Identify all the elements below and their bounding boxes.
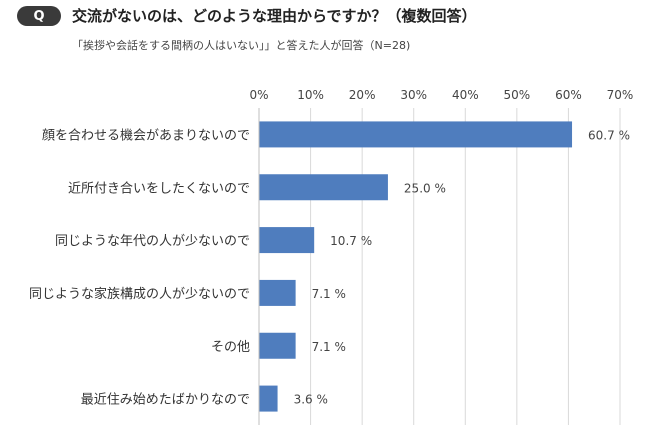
category-label: 同じような家族構成の人が少ないので: [29, 286, 250, 302]
category-label: 同じような年代の人が少ないので: [55, 234, 250, 249]
bar: [259, 227, 315, 254]
x-tick-label: 60%: [555, 88, 582, 102]
survey-subtitle: 「挨拶や会話をする間柄の人はいない」」と答えた人が回答（N=28): [72, 39, 411, 52]
x-tick-label: 0%: [249, 88, 268, 102]
x-tick-label: 40%: [452, 88, 479, 102]
question-title: 交流がないのは、どのような理由からですか？（複数回答）: [72, 7, 477, 25]
bar: [259, 279, 296, 306]
x-tick-label: 30%: [400, 88, 427, 102]
x-tick-label: 20%: [349, 88, 376, 102]
bar: [259, 385, 278, 412]
bar-value-label: 60.7 %: [588, 128, 630, 142]
x-tick-label: 70%: [607, 88, 634, 102]
bar-value-label: 7.1 %: [312, 340, 346, 354]
question-badge: Q: [17, 6, 61, 26]
category-label: その他: [211, 340, 250, 355]
bar-value-label: 3.6 %: [294, 393, 328, 407]
bar: [259, 121, 573, 148]
category-label: 近所付き合いをしたくないので: [68, 181, 250, 196]
bar-value-label: 7.1 %: [312, 287, 346, 301]
bar-value-label: 10.7 %: [330, 234, 372, 248]
bar-value-label: 25.0 %: [404, 181, 446, 195]
x-tick-label: 10%: [297, 88, 324, 102]
category-label: 最近住み始めたばかりなので: [81, 393, 250, 408]
bar: [259, 174, 388, 201]
bar: [259, 332, 296, 359]
x-tick-label: 50%: [504, 88, 531, 102]
category-label: 顔を合わせる機会があまりないので: [42, 128, 250, 143]
